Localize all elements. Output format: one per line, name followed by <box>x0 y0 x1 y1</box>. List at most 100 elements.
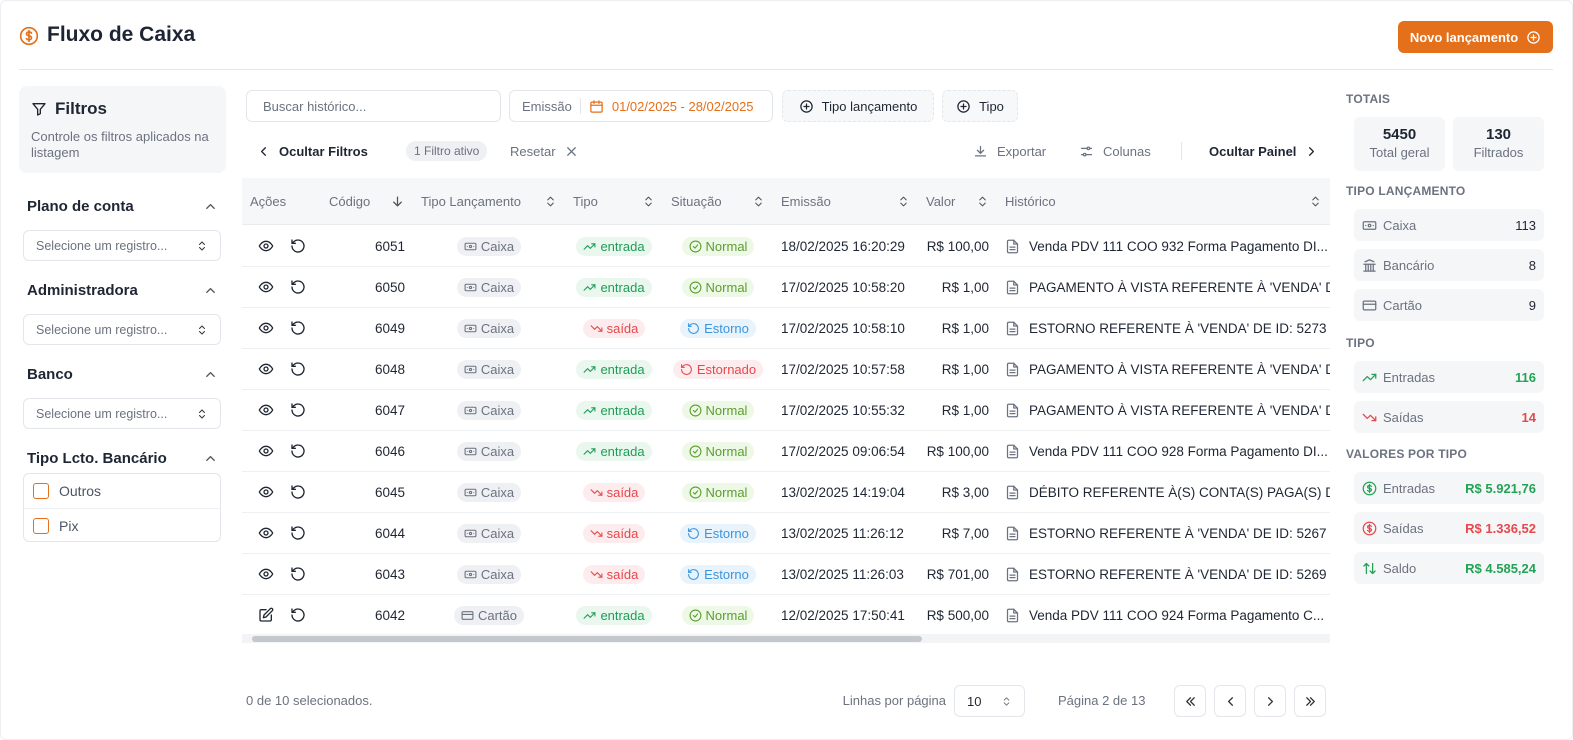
rot-icon <box>680 363 692 375</box>
hide-filters-button[interactable]: Ocultar Filtros <box>256 141 368 161</box>
down-icon <box>590 324 603 332</box>
column-header[interactable]: Situação <box>663 178 773 224</box>
table-cell: saída <box>565 308 663 348</box>
table-row[interactable]: 6045 Caixa saída Normal 13/02/2025 14:19:04 R… <box>242 472 1330 513</box>
table-row[interactable]: 6048 Caixa entrada Estornado 17/02/2025 10:5… <box>242 349 1330 390</box>
search-input[interactable]: Buscar histórico... <box>246 90 501 122</box>
columns-button[interactable]: Colunas <box>1079 141 1151 161</box>
table-cell <box>242 308 321 348</box>
undo-icon[interactable] <box>290 607 306 623</box>
rows-per-page-value: 10 <box>967 693 982 709</box>
eye-icon[interactable] <box>258 525 274 541</box>
column-header[interactable]: Tipo <box>565 178 663 224</box>
summary-item: Entradas 116 <box>1354 361 1544 393</box>
column-header[interactable]: Emissão <box>773 178 918 224</box>
dollar-icon <box>1362 481 1377 495</box>
edit-icon[interactable] <box>258 607 274 623</box>
item-value: R$ 4.585,24 <box>1465 560 1536 576</box>
type-filter[interactable]: Tipo <box>942 90 1018 122</box>
undo-icon[interactable] <box>290 566 306 582</box>
badge-label: Caixa <box>480 566 515 582</box>
table-row[interactable]: 6044 Caixa saída Estorno 13/02/2025 11:26:12… <box>242 513 1330 554</box>
type-entry-filter[interactable]: Tipo lançamento <box>782 90 934 122</box>
first-page-button[interactable] <box>1174 685 1206 717</box>
table-row[interactable]: 6051 Caixa entrada Normal 18/02/2025 16:20:2… <box>242 226 1330 267</box>
eye-icon[interactable] <box>258 361 274 377</box>
column-header[interactable]: Código <box>321 178 413 224</box>
table-cell: ESTORNO REFERENTE À 'VENDA' DE ID: 5269 <box>997 554 1330 594</box>
select-placeholder: Selecione um registro... <box>36 238 168 253</box>
prev-page-button[interactable] <box>1214 685 1246 717</box>
undo-icon[interactable] <box>290 525 306 541</box>
badge: Caixa <box>456 236 522 256</box>
badge-label: Estornado <box>696 361 757 377</box>
check-icon <box>689 445 702 457</box>
emission-label: Emissão <box>522 98 572 114</box>
eye-icon[interactable] <box>258 402 274 418</box>
export-button[interactable]: Exportar <box>973 141 1046 161</box>
table-cell: 17/02/2025 10:58:10 <box>773 308 918 348</box>
chevup-icon <box>206 288 215 293</box>
eye-icon[interactable] <box>258 443 274 459</box>
sort-icon <box>199 325 205 334</box>
hide-filters-label: Ocultar Filtros <box>279 143 368 159</box>
select-input[interactable]: Selecione um registro... <box>23 314 221 345</box>
eye-icon[interactable] <box>258 238 274 254</box>
badge-label: saída <box>606 320 639 336</box>
scrollbar-thumb[interactable] <box>252 636 922 642</box>
undo-icon[interactable] <box>290 484 306 500</box>
eye-icon[interactable] <box>258 566 274 582</box>
rot-icon <box>688 568 699 580</box>
badge: entrada <box>576 236 652 256</box>
badge: Caixa <box>456 359 522 379</box>
checkbox-option[interactable]: Outros <box>24 474 220 508</box>
undo-icon[interactable] <box>290 238 306 254</box>
eye-icon[interactable] <box>258 484 274 500</box>
icon <box>1185 696 1195 706</box>
hide-panel-button[interactable]: Ocultar Painel <box>1209 141 1319 161</box>
table-cell: Caixa <box>413 267 565 307</box>
plus-icon <box>799 99 813 113</box>
badge-label: entrada <box>600 607 645 623</box>
undo-icon[interactable] <box>290 361 306 377</box>
table-row[interactable]: 6043 Caixa saída Estorno 13/02/2025 11:26:03… <box>242 554 1330 595</box>
column-header[interactable]: Valor <box>918 178 997 224</box>
summary-item: Cartão 9 <box>1354 289 1544 321</box>
table-row[interactable]: 6042 Cartão entrada Normal 12/02/2025 17:50:… <box>242 595 1330 636</box>
table-row[interactable]: 6047 Caixa entrada Normal 17/02/2025 10:55:3… <box>242 390 1330 431</box>
undo-icon[interactable] <box>290 320 306 336</box>
checkbox <box>33 483 49 499</box>
rows-per-page-select[interactable]: 10 <box>954 685 1025 717</box>
table-row[interactable]: 6050 Caixa entrada Normal 17/02/2025 10:58:2… <box>242 267 1330 308</box>
plus-icon <box>957 99 970 113</box>
doc-icon <box>1006 526 1019 540</box>
table-cell: saída <box>565 472 663 512</box>
table-cell: Estornado <box>663 349 773 389</box>
next-page-button[interactable] <box>1254 685 1286 717</box>
summary-item: Entradas R$ 5.921,76 <box>1354 472 1544 504</box>
table-row[interactable]: 6049 Caixa saída Estorno 17/02/2025 10:58:10… <box>242 308 1330 349</box>
emission-filter[interactable]: Emissão 01/02/2025 - 28/02/2025 <box>509 90 773 122</box>
eye-icon[interactable] <box>258 279 274 295</box>
badge-label: saída <box>606 525 639 541</box>
eye-icon[interactable] <box>258 320 274 336</box>
column-header[interactable]: Histórico <box>997 178 1330 224</box>
reset-button[interactable]: Resetar <box>510 141 579 161</box>
new-entry-button[interactable]: Novo lançamento <box>1398 21 1553 53</box>
last-page-button[interactable] <box>1294 685 1326 717</box>
column-header[interactable]: Tipo Lançamento <box>413 178 565 224</box>
table-cell: R$ 100,00 <box>918 431 997 471</box>
type-entry-label: Tipo lançamento <box>821 98 918 114</box>
table-row[interactable]: 6046 Caixa entrada Normal 17/02/2025 09:06:5… <box>242 431 1330 472</box>
checkbox-option[interactable]: Pix <box>24 508 220 542</box>
badge: entrada <box>576 441 652 461</box>
select-input[interactable]: Selecione um registro... <box>23 230 221 261</box>
column-title: Situação <box>671 193 722 209</box>
undo-icon[interactable] <box>290 443 306 459</box>
undo-icon[interactable] <box>290 279 306 295</box>
select-input[interactable]: Selecione um registro... <box>23 398 221 429</box>
total-label: Filtrados <box>1473 145 1524 160</box>
badge-label: Normal <box>705 238 748 254</box>
undo-icon[interactable] <box>290 402 306 418</box>
separator <box>579 98 581 114</box>
